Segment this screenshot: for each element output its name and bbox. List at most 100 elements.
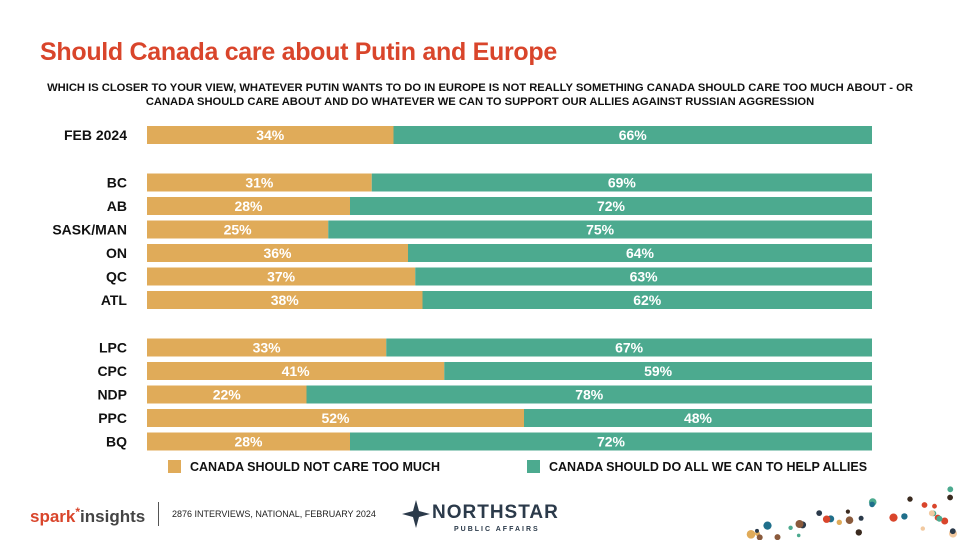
bar-cpc-series-1 xyxy=(147,362,445,380)
value-label-ab-series-1: 28% xyxy=(234,198,263,214)
crowd-person-dot xyxy=(756,534,763,540)
bar-sask-man-series-2 xyxy=(328,220,872,239)
value-label-bc-series-1: 31% xyxy=(245,175,274,191)
crowd-person-dot xyxy=(947,494,953,501)
survey-question: WHICH IS CLOSER TO YOUR VIEW, WHATEVER P… xyxy=(47,82,913,108)
crowd-person-dot xyxy=(788,525,793,530)
value-label-sask-man-series-1: 25% xyxy=(224,222,253,238)
fieldwork-note: 2876 INTERVIEWS, NATIONAL, FEBRUARY 2024 xyxy=(172,509,376,519)
crowd-person-dot xyxy=(746,530,756,539)
value-label-ndp-series-1: 22% xyxy=(213,387,242,403)
crowd-person-dot xyxy=(755,528,759,533)
crowd-person-dot xyxy=(947,486,954,493)
value-label-bc-series-2: 69% xyxy=(608,175,637,191)
value-label-bq-series-1: 28% xyxy=(234,434,263,450)
category-label-qc: QC xyxy=(106,269,127,285)
bar-qc-series-2 xyxy=(415,267,872,286)
category-label-feb-2024: FEB 2024 xyxy=(64,127,127,143)
crowd-person-dot xyxy=(932,503,937,509)
bar-ndp-series-2 xyxy=(306,385,872,404)
value-label-feb-2024-series-1: 34% xyxy=(256,127,285,143)
legend-item-not-care: CANADA SHOULD NOT CARE TOO MUCH xyxy=(168,458,440,476)
crowd-person-dot xyxy=(796,533,801,538)
crowd-person-dot xyxy=(936,515,943,522)
category-label-ab: AB xyxy=(107,198,127,214)
value-label-ppc-series-2: 48% xyxy=(684,410,713,426)
footer-divider xyxy=(158,502,159,526)
bar-sask-man-series-1 xyxy=(147,220,329,239)
value-label-cpc-series-2: 59% xyxy=(644,363,673,379)
legend-item-help-allies: CANADA SHOULD DO ALL WE CAN TO HELP ALLI… xyxy=(527,458,867,476)
northstar-name: NORTHSTAR xyxy=(432,502,559,523)
category-label-atl: ATL xyxy=(101,292,128,308)
crowd-person-dot xyxy=(845,509,850,514)
category-label-ppc: PPC xyxy=(98,410,127,426)
category-label-sask-man: SASK/MAN xyxy=(52,222,127,238)
bar-qc-series-1 xyxy=(147,267,416,286)
spark-insights-logo: spark*insights xyxy=(30,505,145,535)
value-label-cpc-series-1: 41% xyxy=(282,363,311,379)
legend-swatch-help-allies xyxy=(527,460,540,473)
crowd-person-dot xyxy=(763,521,772,530)
crowd-person-dot xyxy=(795,520,804,528)
crowd-person-dot xyxy=(949,528,956,535)
spark-logo-star: * xyxy=(75,505,81,519)
bar-bc-series-1 xyxy=(147,173,372,192)
northstar-logo: NORTHSTAR PUBLIC AFFAIRS xyxy=(402,500,562,536)
bar-cpc-series-2 xyxy=(444,362,872,380)
value-label-lpc-series-2: 67% xyxy=(615,340,644,356)
bar-atl-series-1 xyxy=(147,291,423,309)
crowd-person-dot xyxy=(816,510,823,516)
bar-ab-series-1 xyxy=(147,197,350,215)
bar-ppc-series-2 xyxy=(524,409,872,427)
bar-on-series-1 xyxy=(147,244,408,262)
bar-feb-2024-series-2 xyxy=(393,126,872,144)
crowd-person-dot xyxy=(889,513,898,522)
value-label-bq-series-2: 72% xyxy=(597,434,626,450)
value-label-ab-series-2: 72% xyxy=(597,198,626,214)
crowd-person-dot xyxy=(855,529,862,536)
legend-label-not-care: CANADA SHOULD NOT CARE TOO MUCH xyxy=(190,460,440,474)
value-label-atl-series-2: 62% xyxy=(633,292,662,308)
bar-bc-series-2 xyxy=(371,173,872,192)
category-label-ndp: NDP xyxy=(97,387,127,403)
crowd-person-dot xyxy=(836,519,842,525)
crowd-person-dot xyxy=(774,534,781,540)
bar-bq-series-1 xyxy=(147,432,350,451)
value-label-qc-series-1: 37% xyxy=(267,269,296,285)
bar-lpc-series-2 xyxy=(386,338,872,357)
bar-atl-series-2 xyxy=(422,291,872,309)
category-label-cpc: CPC xyxy=(97,363,127,379)
crowd-person-dot xyxy=(869,501,875,508)
bar-ndp-series-1 xyxy=(147,385,307,404)
legend-swatch-not-care xyxy=(168,460,181,473)
northstar-subtitle: PUBLIC AFFAIRS xyxy=(454,526,540,533)
bar-ppc-series-1 xyxy=(147,409,524,427)
value-label-ppc-series-1: 52% xyxy=(321,410,350,426)
spark-logo-text-1: spark xyxy=(30,507,76,526)
value-label-lpc-series-1: 33% xyxy=(253,340,282,356)
crowd-person-dot xyxy=(858,515,864,521)
crowd-person-dot xyxy=(921,502,928,508)
value-label-on-series-2: 64% xyxy=(626,245,655,261)
bar-on-series-2 xyxy=(408,244,872,262)
crowd-person-dot xyxy=(907,496,913,502)
value-label-atl-series-1: 38% xyxy=(271,292,300,308)
crowd-person-dot xyxy=(941,517,949,525)
category-label-bc: BC xyxy=(107,175,127,191)
crowd-person-dot xyxy=(928,510,935,517)
bar-bq-series-2 xyxy=(350,432,872,451)
chart-title: Should Canada care about Putin and Europ… xyxy=(40,38,557,66)
crowd-person-dot xyxy=(901,513,908,520)
value-label-on-series-1: 36% xyxy=(263,245,292,261)
value-label-qc-series-2: 63% xyxy=(630,269,659,285)
category-label-bq: BQ xyxy=(106,434,127,450)
crowd-illustration xyxy=(746,486,957,540)
value-label-ndp-series-2: 78% xyxy=(575,387,604,403)
crowd-person-dot xyxy=(920,526,925,531)
legend-label-help-allies: CANADA SHOULD DO ALL WE CAN TO HELP ALLI… xyxy=(549,460,868,474)
spark-logo-text-2: insights xyxy=(80,507,146,526)
value-label-sask-man-series-2: 75% xyxy=(586,222,615,238)
category-label-on: ON xyxy=(106,245,127,261)
